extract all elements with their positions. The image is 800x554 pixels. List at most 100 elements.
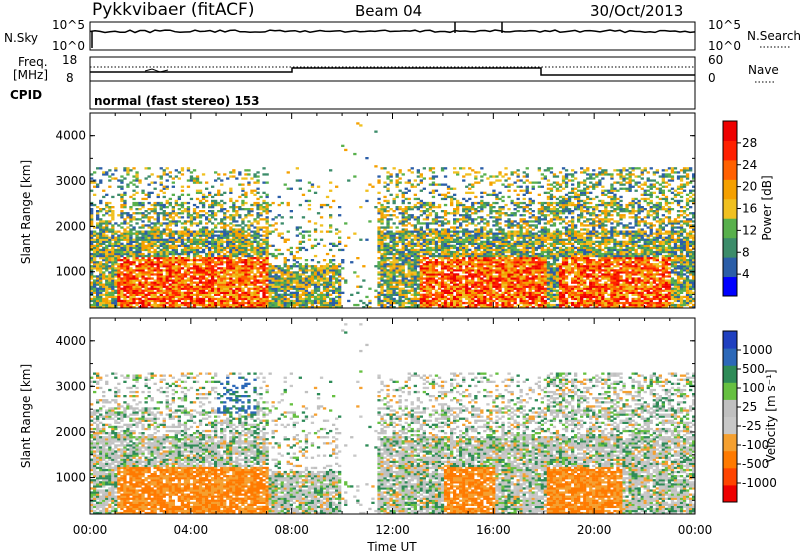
power-cell [256,252,260,256]
power-cell [201,210,206,213]
power-cell [404,242,408,245]
power-cell [443,210,448,213]
power-cell [265,242,269,245]
power-cell [232,263,236,266]
power-cell [153,263,157,266]
power-cell [271,291,275,294]
power-cell [189,291,194,294]
power-cell [437,257,442,260]
power-cell [229,189,233,192]
power-cell [392,275,396,278]
power-cell [150,273,154,276]
power-cell [147,257,151,260]
power-cell [129,169,133,172]
power-cell [298,275,302,278]
power-cell [120,267,124,270]
power-cell [180,189,185,192]
power-cell [383,295,387,299]
power-cell [189,234,194,237]
power-cell [93,248,97,252]
power-cell [232,252,236,256]
power-cell [192,254,197,258]
power-cell [431,203,436,207]
power-cell [198,214,203,217]
power-cell [492,295,496,299]
power-cell [102,189,106,192]
power-cell [183,230,188,233]
power-cell [174,220,178,223]
power-cell [295,228,299,231]
power-cell [201,263,206,266]
power-cell [392,248,396,252]
power-cell [431,177,436,180]
power-cell [486,263,490,266]
power-cell [401,271,405,274]
power-cell [450,230,454,233]
power-cell [108,230,112,233]
power-cell [195,277,200,280]
power-cell [217,210,221,213]
power-cell [232,169,236,172]
power-cell [383,181,387,184]
power-cell [383,167,387,170]
power-cell [105,299,109,303]
power-cell [443,250,448,254]
power-cell [480,257,484,260]
power-cell [135,285,139,288]
power-cell [168,293,172,296]
power-cell [126,238,130,241]
power-cell [277,279,281,282]
power-cell [407,299,411,303]
power-cell [159,234,163,237]
power-cell [274,265,278,268]
power-cell [489,246,493,250]
power-cell [486,230,490,233]
power-cell [386,210,390,213]
power-cell [486,250,490,254]
power-cell [425,263,430,266]
power-cell [126,214,130,217]
power-cell [247,277,251,280]
power-cell [156,238,160,241]
power-cell [395,216,399,219]
power-cell [416,248,420,252]
power-cell [332,281,336,284]
power-cell [465,248,469,252]
power-cell [171,301,175,305]
power-cell [480,234,484,237]
power-cell [298,279,302,282]
power-cell [186,230,191,233]
power-cell [474,230,478,233]
power-cell [111,212,115,215]
power-cell [325,195,330,199]
power-cell [168,265,172,268]
power-cell [165,201,169,205]
power-cell [377,291,381,294]
power-cell [483,206,487,209]
power-cell [232,236,236,239]
power-cell [144,267,148,270]
power-cell [428,240,433,243]
power-cell [425,257,430,260]
power-cell [453,289,457,292]
power-cell [383,234,387,237]
power-cell [159,175,163,178]
power-cell [468,275,472,278]
power-cell [468,281,472,284]
power-cell [108,257,112,260]
power-cell [386,175,390,178]
power-cell [437,230,442,233]
power-cell [389,267,393,270]
power-cell [156,287,160,290]
power-cell [201,273,206,276]
power-cell [226,287,230,290]
power-cell [377,218,381,221]
power-cell [211,289,215,292]
power-cell [214,257,218,260]
power-cell [286,230,290,233]
power-cell [413,273,417,276]
power-cell [247,173,251,176]
power-cell [446,259,451,262]
power-cell [383,238,387,241]
power-cell [238,283,242,286]
